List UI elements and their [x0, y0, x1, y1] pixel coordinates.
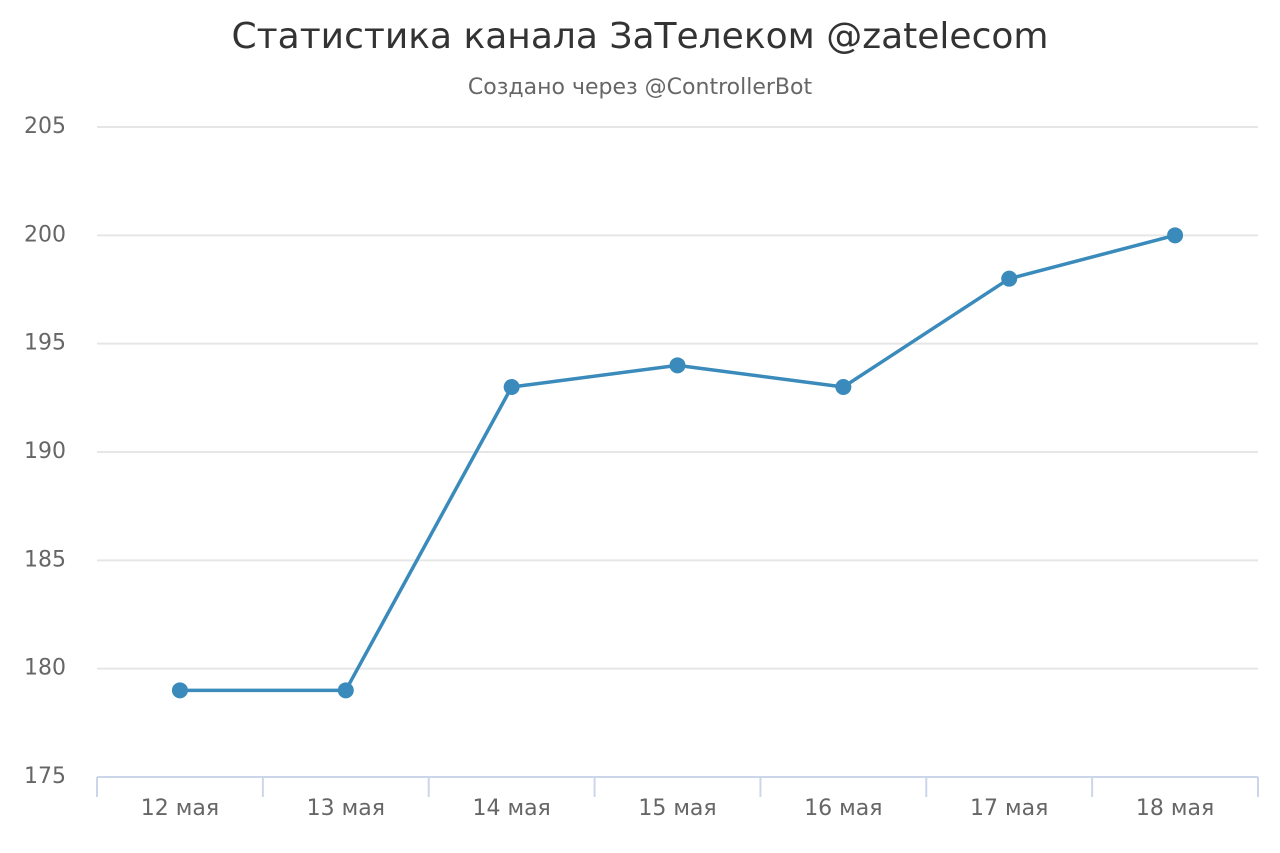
x-tick-label: 12 мая — [141, 796, 219, 821]
x-tick-label: 14 мая — [472, 796, 550, 821]
x-tick-label: 16 мая — [804, 796, 882, 821]
point — [171, 682, 188, 699]
line — [179, 233, 1176, 693]
y-tick-label: 175 — [24, 764, 66, 789]
y-tick-label: 195 — [24, 331, 66, 356]
point — [503, 379, 520, 395]
chart-subtitle: Создано через @ControllerBot — [468, 75, 813, 100]
x-tick-label: 13 мая — [307, 796, 385, 821]
y-tick-label: 185 — [24, 547, 66, 572]
y-tick-label: 200 — [24, 222, 66, 247]
y-tick-label: 180 — [24, 656, 66, 681]
x-tick-label: 17 мая — [970, 796, 1048, 821]
point — [337, 682, 354, 699]
point — [669, 357, 686, 374]
point — [835, 379, 852, 395]
point — [1167, 227, 1184, 244]
y-tick-label: 205 — [24, 114, 66, 139]
x-tick-label: 18 мая — [1136, 796, 1214, 821]
point — [1001, 270, 1018, 287]
chart-title: Статистика канала ЗаТелеком @zatelecom — [232, 16, 1049, 57]
y-tick-label: 190 — [24, 439, 66, 464]
x-tick-label: 15 мая — [638, 796, 716, 821]
